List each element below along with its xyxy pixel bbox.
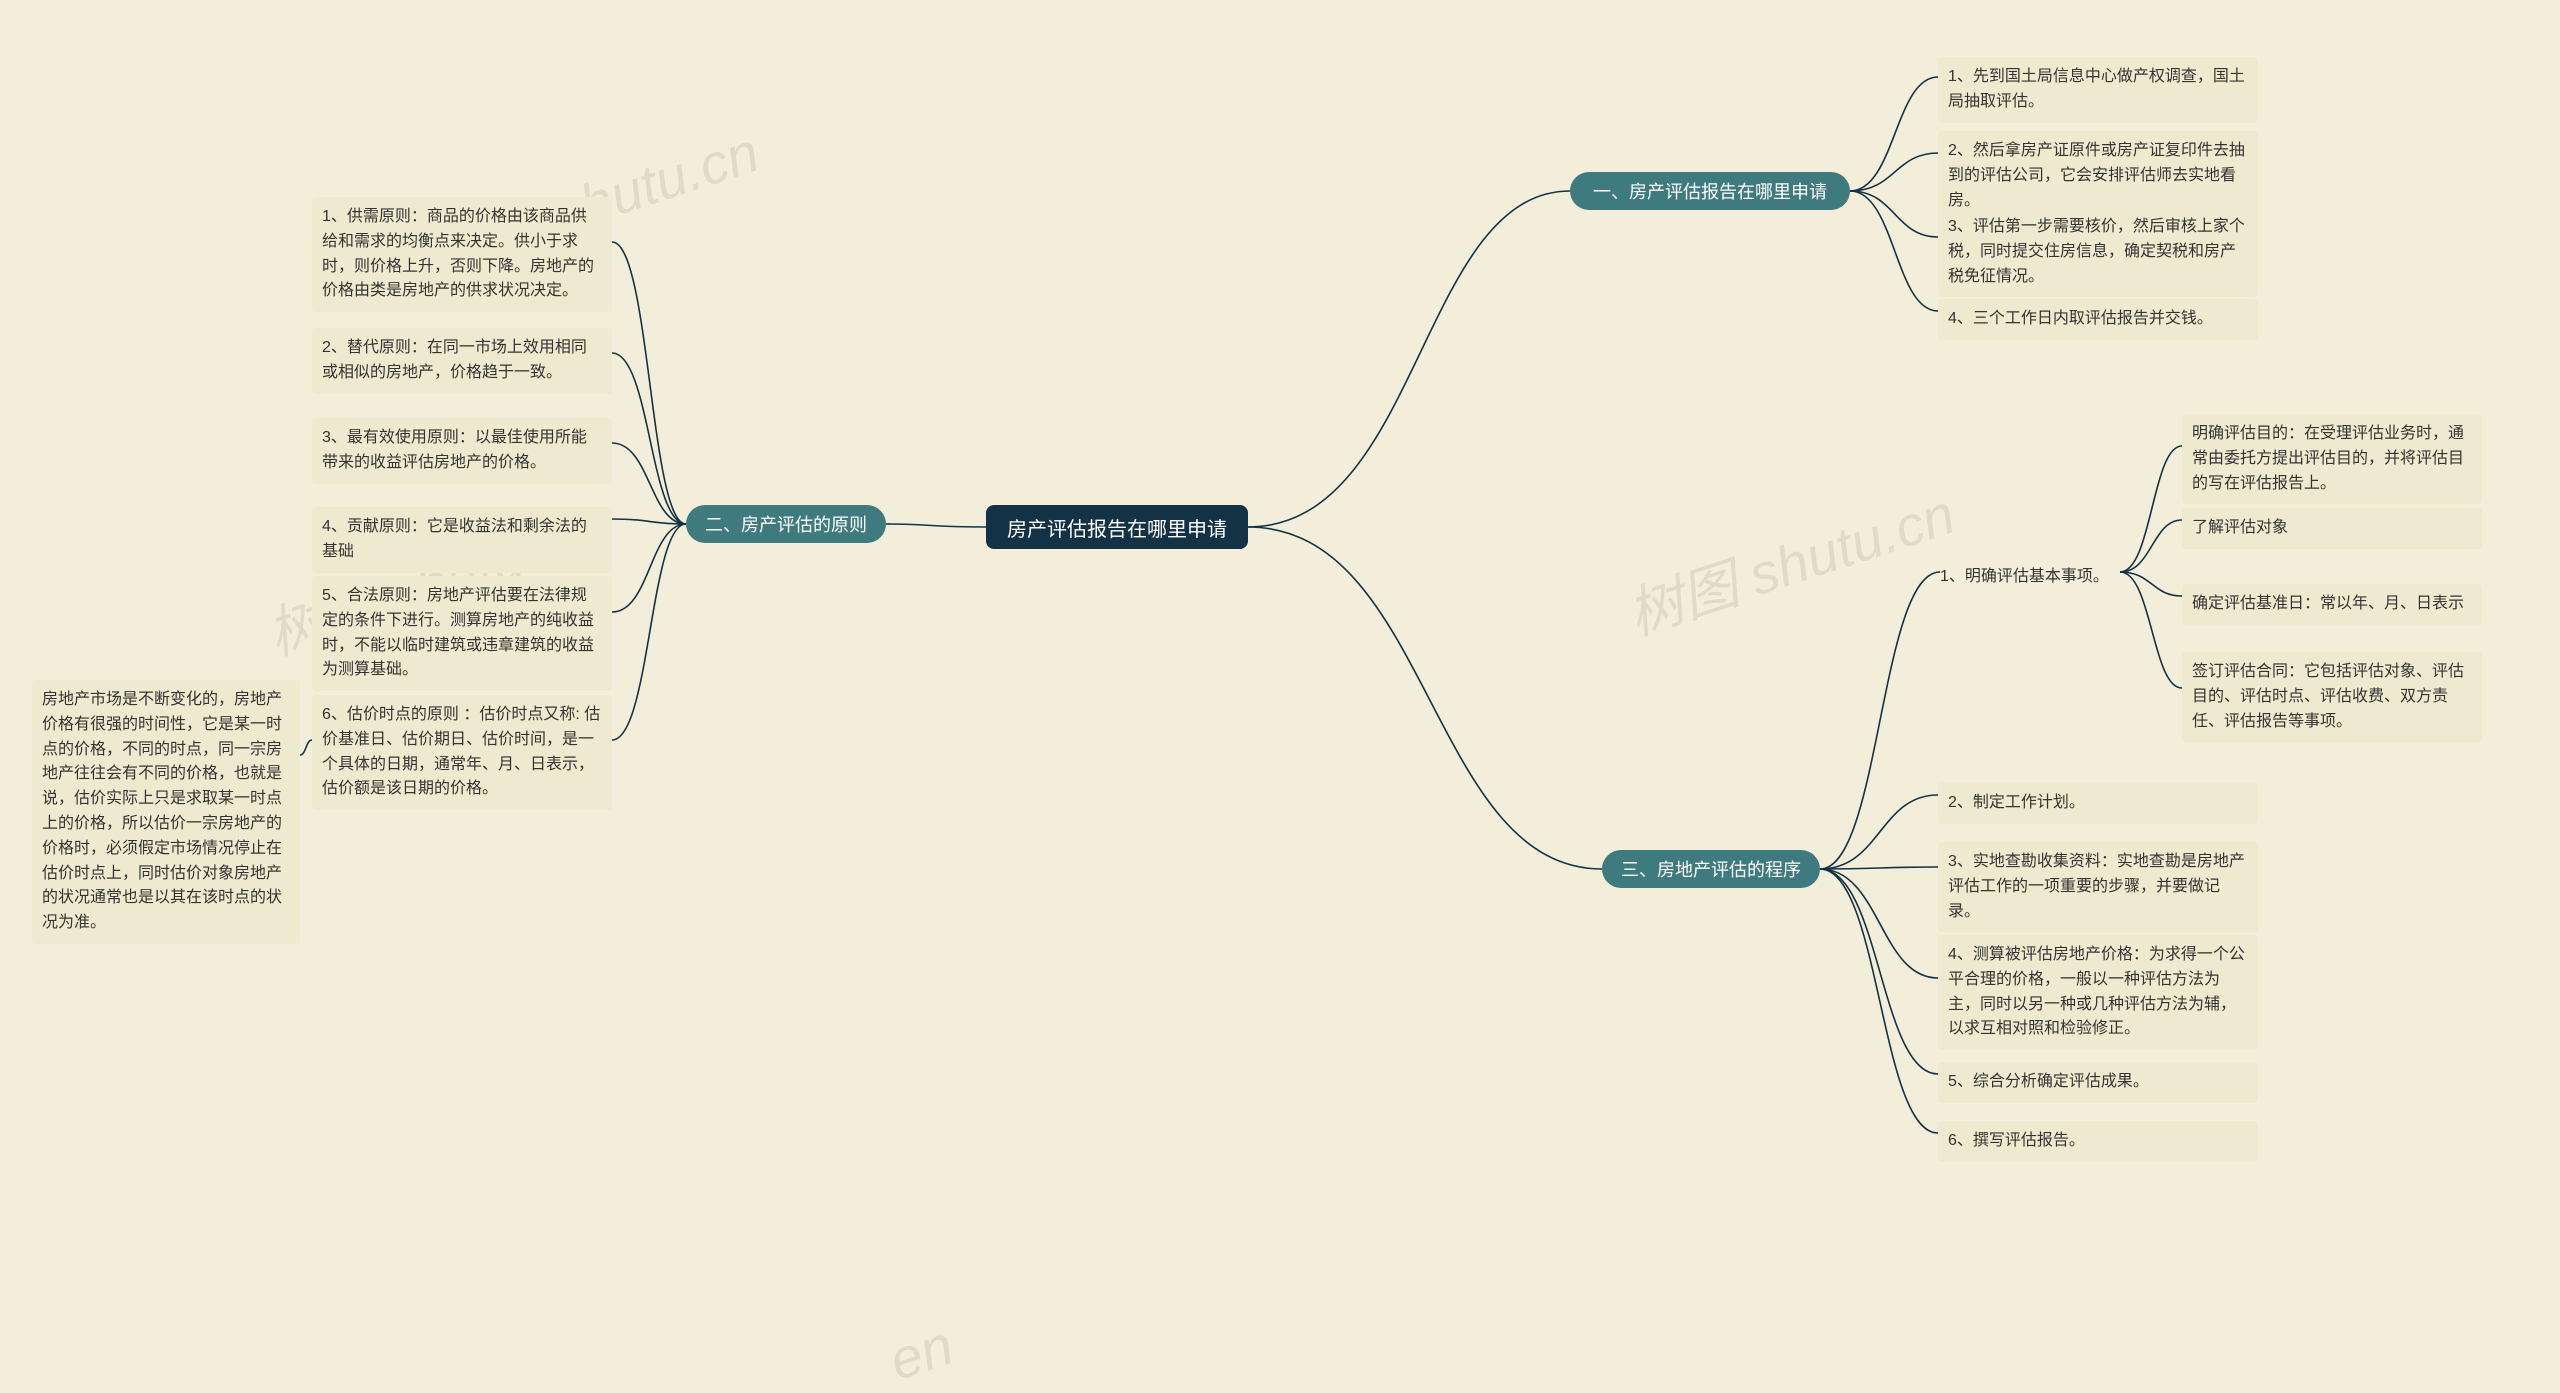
leaf: 签订评估合同：它包括评估对象、评估目的、评估时点、评估收费、双方责任、评估报告等… (2182, 652, 2482, 742)
leaf: 1、供需原则：商品的价格由该商品供给和需求的均衡点来决定。供小于求时，则价格上升… (312, 197, 612, 312)
leaf: 1、先到国土局信息中心做产权调查，国土局抽取评估。 (1938, 57, 2258, 123)
branch-principles[interactable]: 二、房产评估的原则 (686, 505, 886, 543)
root-node[interactable]: 房产评估报告在哪里申请 (986, 505, 1248, 549)
branch-where-apply[interactable]: 一、房产评估报告在哪里申请 (1570, 172, 1850, 210)
leaf: 4、贡献原则：它是收益法和剩余法的基础 (312, 507, 612, 573)
leaf: 4、测算被评估房地产价格：为求得一个公平合理的价格，一般以一种评估方法为主，同时… (1938, 935, 2258, 1050)
leaf: 3、最有效使用原则：以最佳使用所能带来的收益评估房地产的价格。 (312, 418, 612, 484)
leaf: 2、替代原则：在同一市场上效用相同或相似的房地产，价格趋于一致。 (312, 328, 612, 394)
sub-branch-basic-items: 1、明确评估基本事项。 (1940, 562, 2109, 586)
watermark: 树图 shutu.cn (1616, 470, 1964, 652)
leaf: 6、撰写评估报告。 (1938, 1121, 2258, 1162)
leaf: 5、合法原则：房地产评估要在法律规定的条件下进行。测算房地产的纯收益时，不能以临… (312, 576, 612, 691)
leaf-extra: 房地产市场是不断变化的，房地产价格有很强的时间性，它是某一时点的价格，不同的时点… (32, 680, 300, 944)
watermark: en (881, 1312, 960, 1393)
leaf: 3、评估第一步需要核价，然后审核上家个税，同时提交住房信息，确定契税和房产税免征… (1938, 207, 2258, 297)
leaf: 3、实地查勘收集资料：实地查勘是房地产评估工作的一项重要的步骤，并要做记录。 (1938, 842, 2258, 932)
leaf: 5、综合分析确定评估成果。 (1938, 1062, 2258, 1103)
leaf: 明确评估目的：在受理评估业务时，通常由委托方提出评估目的，并将评估目的写在评估报… (2182, 414, 2482, 504)
leaf: 6、估价时点的原则 ：估价时点又称: 估价基准日、估价期日、估价时间，是一个具体… (312, 695, 612, 810)
leaf: 确定评估基准日：常以年、月、日表示 (2182, 584, 2482, 625)
leaf: 2、制定工作计划。 (1938, 783, 2258, 824)
leaf: 4、三个工作日内取评估报告并交钱。 (1938, 299, 2258, 340)
branch-procedure[interactable]: 三、房地产评估的程序 (1602, 850, 1820, 888)
leaf: 了解评估对象 (2182, 508, 2482, 549)
